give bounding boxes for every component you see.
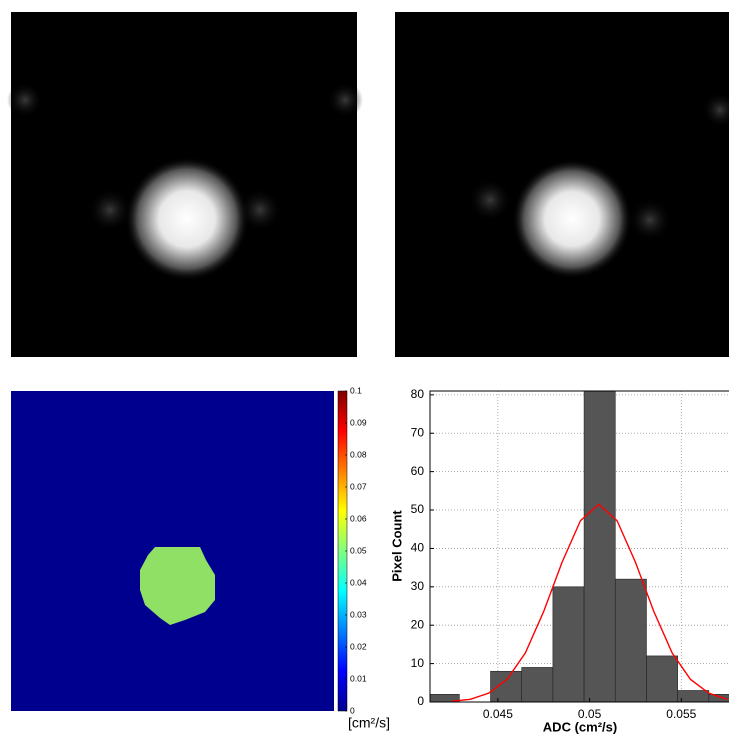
y-tick-label: 30	[411, 579, 425, 593]
x-tick-label: 0.05	[578, 707, 602, 721]
colorbar-tick-label: 0	[350, 705, 355, 715]
colorbar-label: [cm²/s]	[348, 715, 390, 731]
fit-curve	[451, 503, 728, 702]
y-tick-label: 50	[411, 502, 425, 516]
colorbar-tick-label: 0.04	[350, 577, 367, 587]
histogram: 0 10 20 30 40 50 60 70 80 0.045 0.05 0.055	[411, 387, 729, 721]
x-axis-label: ADC (cm²/s)	[543, 719, 617, 734]
axes-frame	[429, 390, 729, 703]
bar	[677, 690, 710, 702]
image-left	[7, 12, 363, 357]
bar	[521, 667, 554, 702]
y-tick-label: 40	[411, 541, 425, 555]
x-tick-label: 0.045	[483, 707, 513, 721]
y-tick-label: 70	[411, 425, 425, 439]
colorbar-tick-label: 0.1	[350, 385, 362, 395]
bar	[646, 655, 678, 702]
bar	[708, 694, 729, 702]
colorbar-tick-label: 0.09	[350, 417, 367, 427]
y-tick-label: 80	[411, 387, 425, 401]
y-axis-label: Pixel Count	[389, 510, 404, 582]
colorbar-tick-label: 0.02	[350, 641, 367, 651]
colorbar-tick-label: 0.05	[350, 545, 367, 555]
bar	[490, 670, 523, 702]
bar	[614, 578, 647, 702]
y-tick-label: 60	[411, 464, 425, 478]
y-tick-label: 10	[411, 656, 425, 670]
colorbar-tick-label: 0.01	[350, 673, 367, 683]
bar	[552, 586, 585, 702]
y-tick-label: 20	[411, 617, 425, 631]
y-tick-label: 0	[417, 694, 424, 708]
image-right	[395, 12, 729, 357]
x-tick-label: 0.055	[666, 707, 696, 721]
colorbar-tick-label: 0.03	[350, 609, 367, 619]
colorbar-tick-label: 0.08	[350, 449, 367, 459]
colorbar-tick-label: 0.07	[350, 481, 367, 491]
adc-map	[11, 391, 334, 711]
bar	[583, 391, 616, 702]
colorbar-tick-label: 0.06	[350, 513, 367, 523]
plot-area	[430, 391, 729, 702]
